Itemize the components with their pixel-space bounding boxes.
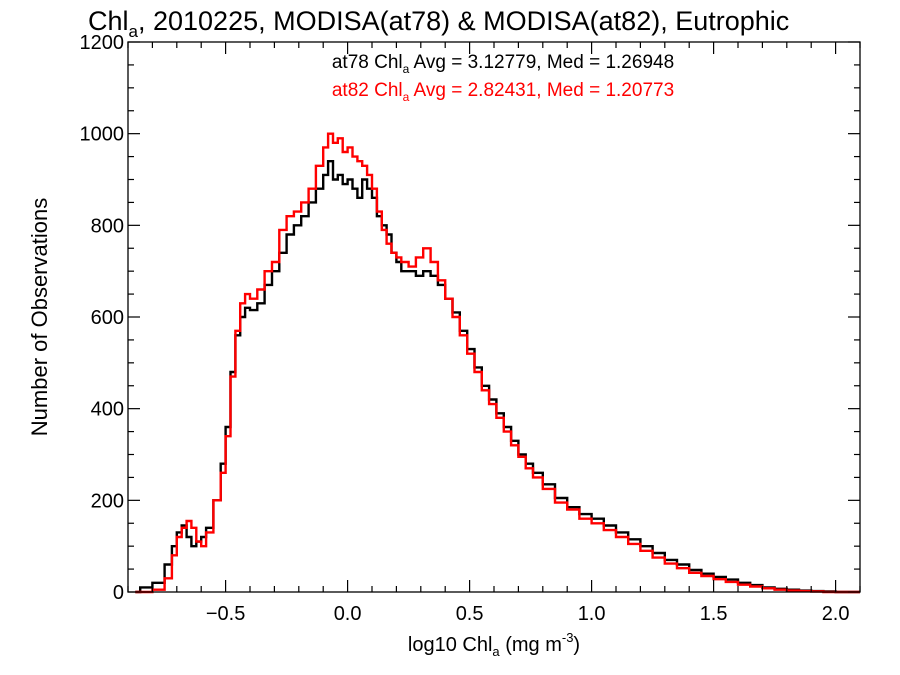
x-tick-label: 0.0 xyxy=(334,603,362,625)
chart-title: Chla, 2010225, MODISA(at78) & MODISA(at8… xyxy=(88,6,789,41)
y-tick-label: 800 xyxy=(91,215,124,237)
y-axis-label: Number of Observations xyxy=(27,198,52,436)
axes-layer: −0.5 0.0 0.5 1.0 1.5 2.0 0 200 400 600 800 1000 1200 xyxy=(80,32,861,625)
x-tick-label: 0.5 xyxy=(456,603,484,625)
y-tick-label: 1000 xyxy=(80,124,125,146)
legend-at82: at82 Chla Avg = 2.82431, Med = 1.20773 xyxy=(332,80,674,104)
series-at82-line xyxy=(135,132,860,594)
y-tick-label: 600 xyxy=(91,307,124,329)
y-tick-label: 400 xyxy=(91,399,124,421)
y-tick-label: 200 xyxy=(91,490,124,512)
x-tick-label: −0.5 xyxy=(206,603,245,625)
x-tick-label: 2.0 xyxy=(822,603,850,625)
x-tick-label: 1.5 xyxy=(700,603,728,625)
series-layer xyxy=(135,132,860,594)
legend-at78: at78 Chla Avg = 3.12779, Med = 1.26948 xyxy=(332,52,674,76)
x-axis-label: log10 Chla (mg m-3) xyxy=(408,630,580,659)
x-tick-label: 1.0 xyxy=(578,603,606,625)
y-tick-label: 0 xyxy=(113,582,124,604)
y-tick-label: 1200 xyxy=(80,32,125,54)
